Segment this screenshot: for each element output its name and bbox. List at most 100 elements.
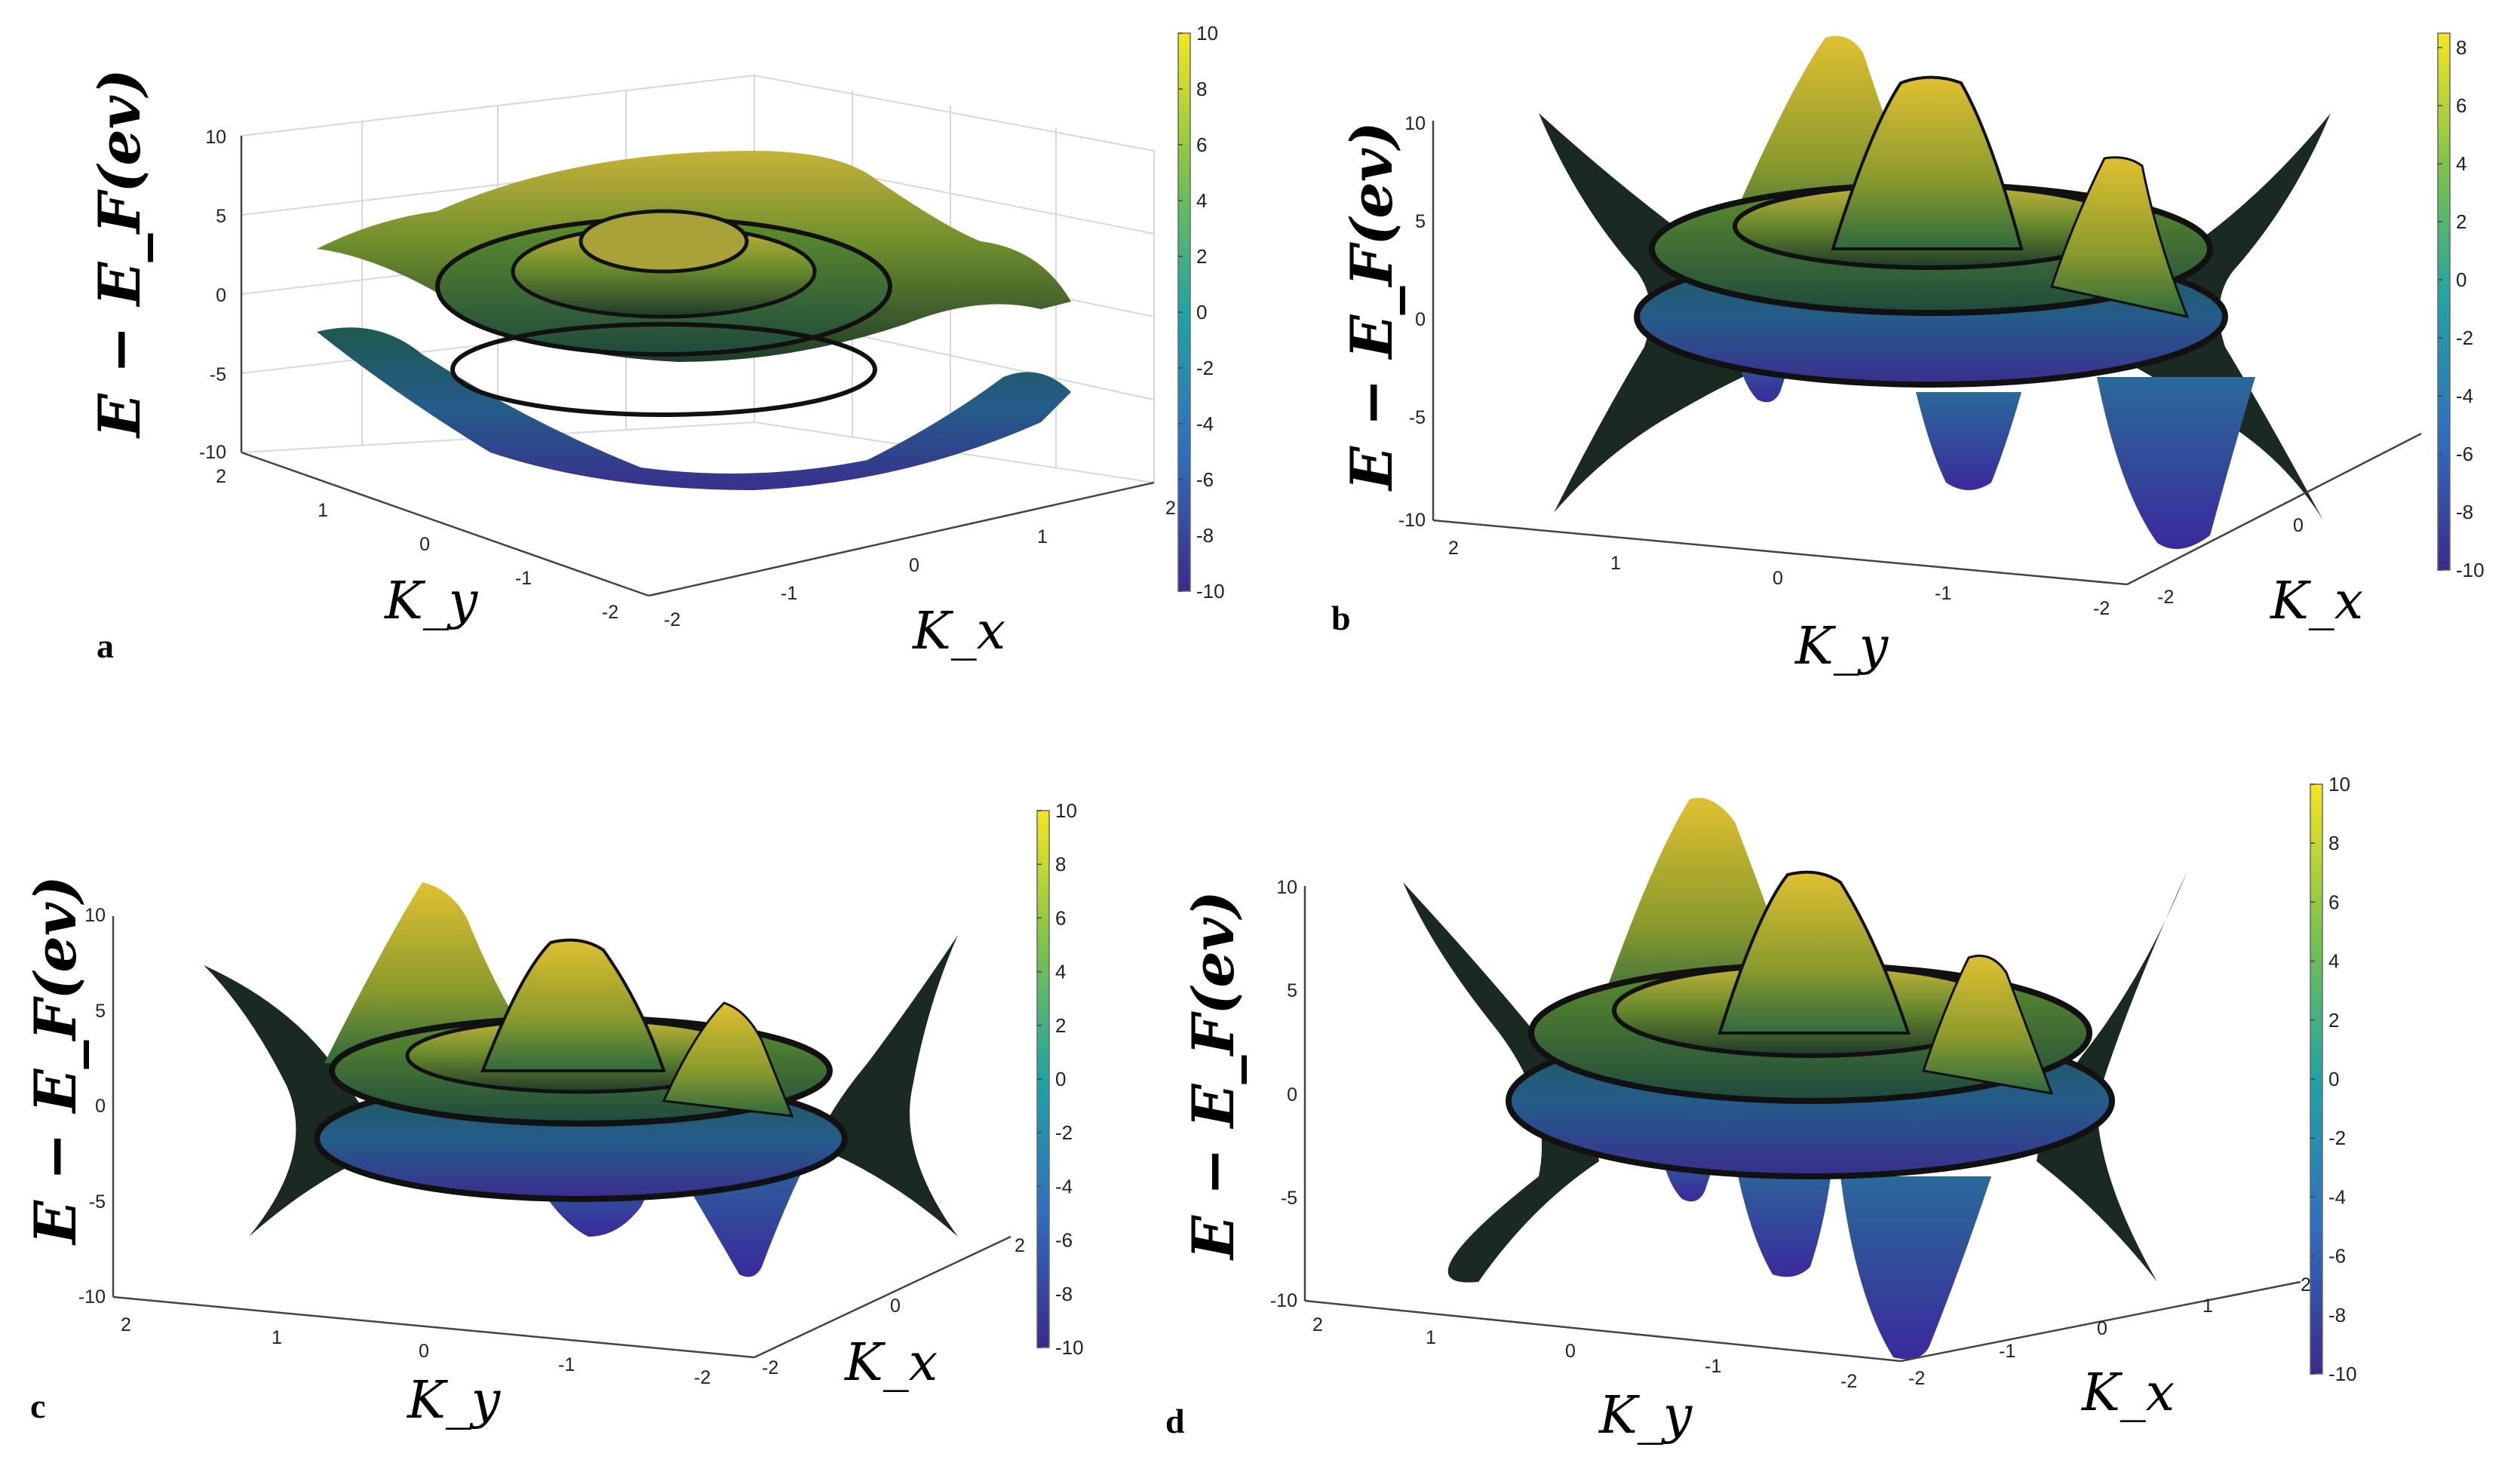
panel-d-colorbar-ticks: 10 8 6 4 2 0 -2 -4 -6 -8 -10 [2310, 773, 2357, 1385]
panel-c-axes [112, 916, 1011, 1359]
panel-d-ylabel: E − E_F(ev) [1180, 891, 1247, 1261]
panel-c-z-tick: 10 [84, 905, 106, 926]
colorbar-tick-label: -2 [2456, 327, 2473, 349]
panel-c-z-ticks: 10 5 0 -5 -10 [78, 905, 106, 1308]
panel-b-colorbar-ticks: 8 6 4 2 0 -2 -4 -6 -8 -10 [2438, 36, 2485, 581]
panel-a-center-cap [579, 209, 749, 274]
panel-d-z-tick: -10 [1270, 1290, 1297, 1311]
panel-a-kx-label: K_x [911, 602, 1005, 661]
panel-c-z-tick: -10 [78, 1286, 106, 1308]
panel-d-colorbar: 10 8 6 4 2 0 -2 -4 -6 -8 -10 [2310, 773, 2357, 1385]
panel-c-letter: c [30, 1387, 45, 1425]
panel-a-kx-tick: -2 [664, 609, 680, 630]
colorbar-tick-label: -8 [2328, 1304, 2346, 1326]
panel-a-surface [317, 151, 1071, 490]
panel-a-ky-label: K_y [383, 572, 479, 631]
colorbar-tick-label: 8 [1055, 853, 1066, 875]
colorbar-tick-label: -2 [1055, 1121, 1073, 1144]
colorbar-tick-label: 0 [1055, 1068, 1066, 1090]
panel-a-axes [240, 136, 1155, 597]
panel-a-z-ticks: 10 5 0 -5 -10 [199, 127, 226, 463]
colorbar-tick-label: 6 [1055, 906, 1066, 929]
panel-a-lower-band [317, 327, 1071, 490]
colorbar-tick-label: -6 [1055, 1229, 1073, 1252]
colorbar-tick-label: -10 [1055, 1336, 1084, 1359]
panel-a-ky-tick: 1 [318, 500, 328, 521]
panel-d-z-tick: 5 [1287, 980, 1297, 1001]
panel-d-kx-tick: -2 [1908, 1368, 1925, 1389]
colorbar-tick-label: 2 [2328, 1009, 2339, 1032]
colorbar-tick-label: 6 [2456, 94, 2466, 117]
panel-d-kx-tick: 0 [2097, 1318, 2107, 1339]
colorbar-tick-label: 2 [2456, 210, 2466, 233]
panel-a-z-tick: 5 [216, 206, 226, 227]
panel-a-colorbar-ticks: 10 8 6 4 2 0 -2 -4 -6 -8 -10 [1178, 22, 1225, 602]
panel-c-kx-label: K_x [843, 1333, 938, 1393]
colorbar-tick-label: -8 [2456, 501, 2473, 523]
colorbar-tick-label: -2 [2328, 1127, 2346, 1149]
panel-b-ky-tick: -2 [2093, 598, 2110, 619]
colorbar-tick-label: -2 [1196, 357, 1214, 379]
colorbar-tick-label: -8 [1196, 524, 1214, 547]
panel-d-well-front [1735, 1161, 1833, 1277]
panel-a-ylabel: E − E_F(ev) [86, 69, 153, 439]
colorbar-tick-label: 0 [2456, 268, 2466, 291]
panel-c-kx-tick: 0 [890, 1295, 901, 1317]
panel-b-colorbar-bar [2437, 32, 2451, 571]
colorbar-tick-label: 8 [1196, 78, 1207, 100]
panel-b-ky-tick: 2 [1448, 538, 1459, 559]
panel-b-kx-tick: -2 [2157, 587, 2174, 608]
panel-d-ky-tick: -2 [1840, 1371, 1857, 1392]
panel-d-well-bottom [1840, 1176, 1991, 1360]
panel-d-kx-ticks: -2 -1 0 1 2 [1908, 1274, 2311, 1389]
panel-b-ky-tick: -1 [1935, 583, 1951, 604]
colorbar-tick-label: 6 [1196, 133, 1207, 156]
colorbar-tick-label: 8 [2328, 832, 2339, 854]
colorbar-tick-label: 4 [2328, 950, 2339, 973]
panel-a-kx-tick: 1 [1037, 526, 1048, 547]
panel-c-colorbar: 10 8 6 4 2 0 -2 -4 -6 -8 -10 [1036, 799, 1084, 1359]
colorbar-tick-label: -4 [1055, 1175, 1073, 1197]
panel-a-kx-tick: -1 [781, 583, 797, 604]
panel-b-peak-right [2050, 156, 2190, 319]
panel-b-ky-tick: 1 [1610, 553, 1621, 574]
panel-b-z-tick: -10 [1398, 510, 1426, 531]
colorbar-tick-label: 4 [2456, 152, 2466, 175]
panel-c-surface [204, 882, 958, 1277]
panel-b-ky-tick: 0 [1773, 568, 1783, 589]
panel-b-peak-center [1831, 75, 2024, 250]
panel-a-ky-tick: 0 [419, 534, 430, 555]
panel-a-lower-ring [450, 322, 877, 417]
colorbar-tick-label: 2 [1055, 1014, 1066, 1037]
panel-d-z-tick: -5 [1281, 1188, 1297, 1209]
panel-b-z-tick: 0 [1415, 309, 1426, 330]
colorbar-tick-label: -6 [2328, 1245, 2346, 1268]
panel-c: 10 5 0 -5 -10 2 1 0 -1 -2 -2 0 2 E − E_F… [22, 799, 1084, 1430]
panel-c-peak-center [480, 938, 666, 1072]
panel-b-kx-tick: 0 [2293, 515, 2304, 536]
panel-d-surface [1403, 798, 2187, 1360]
panel-d-wing-left [1403, 882, 1599, 1283]
panel-b-axes [1432, 121, 2422, 586]
panel-c-colorbar-ticks: 10 8 6 4 2 0 -2 -4 -6 -8 -10 [1037, 799, 1084, 1359]
colorbar-tick-label: 10 [1196, 22, 1218, 44]
colorbar-tick-label: -10 [1196, 580, 1225, 602]
panel-d-axes [1303, 886, 2301, 1363]
panel-d: 10 5 0 -5 -10 2 1 0 -1 -2 -2 -1 0 1 2 E … [1165, 773, 2357, 1446]
panel-c-wing-right [815, 935, 958, 1237]
panel-c-z-tick: 0 [95, 1096, 106, 1117]
colorbar-tick-label: -4 [1196, 412, 1214, 435]
panel-a-kx-tick: 0 [909, 555, 919, 576]
panel-a-z-tick: -10 [199, 442, 226, 463]
colorbar-tick-label: 0 [1196, 301, 1207, 323]
panel-b-ylabel: E − E_F(ev) [1338, 121, 1405, 492]
panel-d-peak-center [1717, 870, 1911, 1035]
panel-a-z-tick: 10 [205, 127, 226, 148]
panel-d-z-tick: 0 [1287, 1084, 1297, 1105]
panel-b-kx-label: K_x [2269, 572, 2363, 631]
panel-b-ky-ticks: 2 1 0 -1 -2 [1448, 538, 2110, 619]
panel-a: 10 5 0 -5 -10 2 1 0 -1 -2 -2 -1 0 1 2 E … [86, 22, 1225, 665]
colorbar-tick-label: 10 [2328, 773, 2350, 796]
panel-c-ky-ticks: 2 1 0 -1 -2 [121, 1314, 711, 1388]
